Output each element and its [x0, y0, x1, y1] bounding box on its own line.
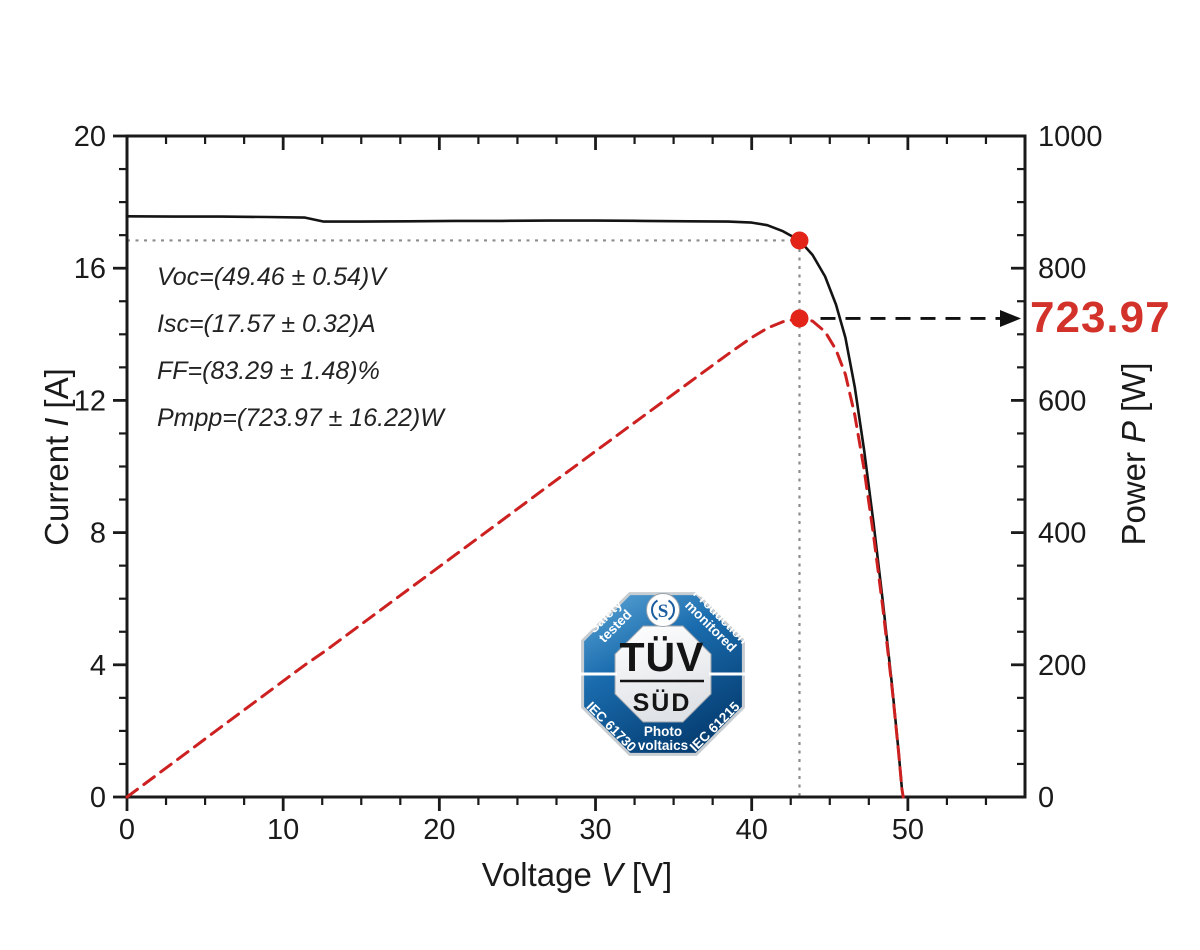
svg-text:200: 200 — [1038, 650, 1086, 682]
logo-tuv-text: TÜV — [620, 634, 705, 680]
logo-s-certification-mark: S — [646, 593, 680, 627]
iv-curve — [125, 215, 904, 791]
left-y-axis-title: Current I [A] — [37, 287, 77, 627]
x-axis-ticks: 0 10 20 30 40 50 — [119, 136, 988, 846]
x-axis-title-word: Voltage — [481, 856, 592, 893]
mpp-guide-lines — [127, 239, 801, 797]
logo-sud-text: SÜD — [633, 688, 692, 717]
svg-text:1000: 1000 — [1038, 121, 1103, 153]
left-y-axis-title-symbol: I — [38, 417, 75, 427]
svg-text:10: 10 — [267, 814, 299, 846]
logo-s-letter: S — [658, 601, 669, 622]
svg-text:400: 400 — [1038, 518, 1086, 550]
svg-text:40: 40 — [736, 814, 768, 846]
svg-text:voltaics: voltaics — [638, 738, 688, 753]
annotation-ff: FF=(83.29 ± 1.48)% — [157, 357, 380, 385]
x-axis-title-unit: [V] — [631, 856, 673, 893]
svg-text:800: 800 — [1038, 253, 1086, 285]
left-y-axis-title-word: Current — [38, 435, 75, 546]
svg-text:0: 0 — [119, 814, 135, 846]
x-axis-title-symbol: V — [600, 856, 623, 893]
svg-text:30: 30 — [579, 814, 611, 846]
left-y-axis-title-unit: [A] — [38, 368, 75, 409]
pmpp-value-label: 723.97 — [1030, 293, 1171, 342]
svg-text:600: 600 — [1038, 385, 1086, 417]
left-y-axis-ticks: 0 4 8 12 16 20 — [74, 121, 127, 814]
logo-photovoltaics: Photo voltaics — [638, 724, 688, 753]
svg-text:4: 4 — [90, 650, 106, 682]
svg-text:0: 0 — [90, 782, 106, 814]
x-axis-title: Voltage V [V] — [377, 856, 777, 894]
measurement-annotations: Voc=(49.46 ± 0.54)V Isc=(17.57 ± 0.32)A … — [157, 254, 444, 442]
svg-text:16: 16 — [74, 253, 106, 285]
right-y-axis-ticks: 0 200 400 600 800 1000 — [1011, 121, 1103, 814]
svg-text:20: 20 — [423, 814, 455, 846]
svg-text:50: 50 — [892, 814, 924, 846]
right-y-axis-title-symbol: P — [1115, 420, 1152, 443]
mpp-current-dot — [790, 231, 809, 250]
mpp-power-dot — [790, 309, 809, 328]
annotation-isc: Isc=(17.57 ± 0.32)A — [157, 310, 376, 338]
svg-text:12: 12 — [74, 385, 106, 417]
power-curve — [125, 317, 905, 799]
logo-inner-octagon — [614, 625, 712, 723]
svg-text:0: 0 — [1038, 782, 1054, 814]
svg-text:20: 20 — [74, 121, 106, 153]
tuv-sud-logo: S Safety tested Production monitored IEC… — [580, 586, 751, 756]
pmpp-arrow-head — [1000, 309, 1021, 327]
svg-text:8: 8 — [90, 518, 106, 550]
right-y-axis-title-word: Power — [1115, 451, 1152, 546]
right-y-axis-title-unit: [W] — [1115, 362, 1152, 412]
annotation-voc: Voc=(49.46 ± 0.54)V — [157, 263, 386, 291]
annotation-pmpp: Pmpp=(723.97 ± 16.22)W — [157, 404, 444, 432]
svg-text:Photo: Photo — [644, 724, 682, 739]
